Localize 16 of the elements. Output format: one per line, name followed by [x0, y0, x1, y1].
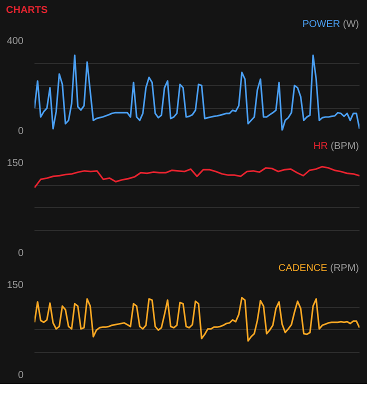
y-tick-label: 0 — [18, 126, 24, 137]
line-series — [34, 54, 360, 130]
y-axis-title: (BPM) — [330, 141, 359, 152]
y-tick-label: 400 — [6, 36, 24, 47]
text: CADENCE — [278, 263, 328, 274]
series-label: HR — [313, 141, 328, 152]
y-tick-label: 0 — [18, 370, 24, 381]
chart-title: CHARTS — [6, 4, 48, 18]
text: POWER — [302, 19, 340, 30]
y-axis-title: (W) — [342, 19, 359, 30]
y-axis-title: (RPM) — [330, 263, 359, 274]
y-tick-label: 150 — [6, 158, 24, 169]
line-series — [34, 166, 360, 188]
line-series — [34, 296, 360, 342]
y-tick-label: 150 — [6, 280, 24, 291]
y-tick-label: 0 — [18, 248, 24, 259]
